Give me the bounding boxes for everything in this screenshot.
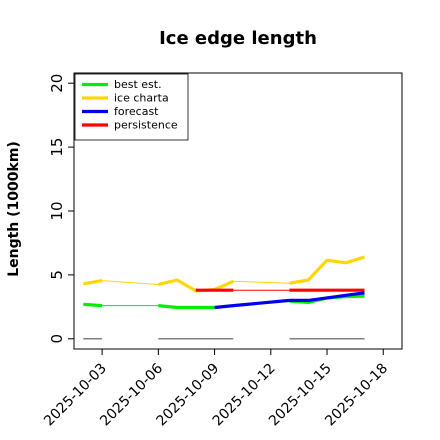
legend-label-persistence: persistence bbox=[114, 119, 178, 132]
series-best-est-segment bbox=[83, 302, 103, 308]
y-tick-label: 0 bbox=[48, 334, 66, 344]
series-forecast-segment bbox=[214, 291, 365, 310]
plot-area bbox=[83, 255, 365, 340]
series-best-est-segment bbox=[158, 304, 215, 310]
y-axis-label: Length (1000km) bbox=[6, 141, 22, 277]
y-tick-label: 5 bbox=[48, 270, 66, 280]
chart-title: Ice edge length bbox=[159, 28, 317, 49]
y-tick-label: 15 bbox=[48, 138, 66, 157]
y-tick-label: 10 bbox=[48, 201, 66, 220]
legend-label-best-est: best est. bbox=[114, 78, 162, 91]
legend-label-forecast: forecast bbox=[114, 105, 159, 118]
legend-label-ice-charta: ice charta bbox=[114, 92, 169, 105]
y-tick-label: 20 bbox=[48, 74, 66, 93]
series-ice-charta-segment bbox=[289, 255, 365, 285]
series-ice-charta-segment bbox=[83, 279, 103, 286]
